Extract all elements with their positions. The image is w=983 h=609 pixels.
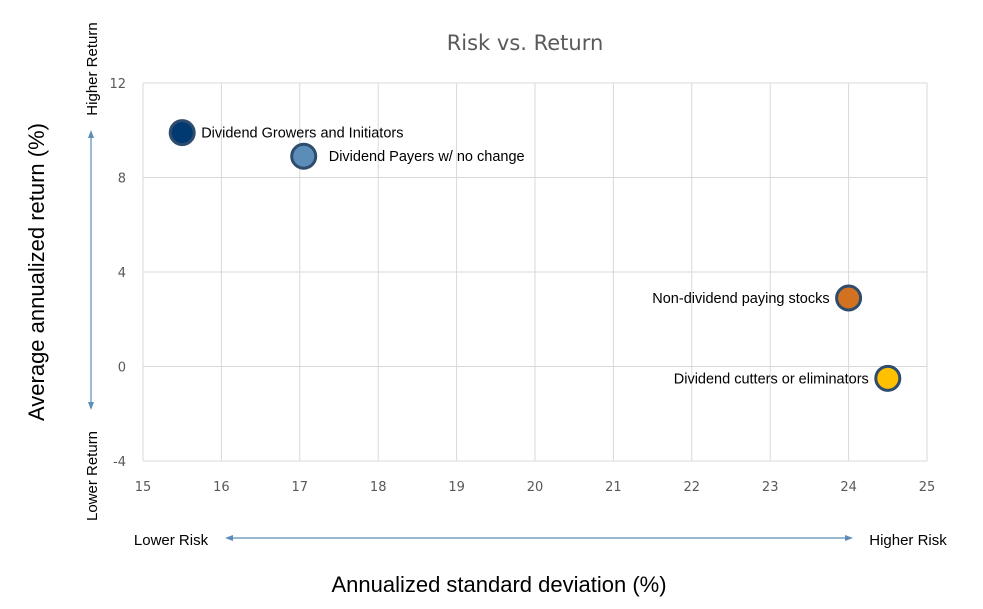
x-tick-label: 21 <box>605 480 622 495</box>
x-tick-label: 24 <box>840 480 857 495</box>
tick-labels: 15 16 17 18 19 20 21 22 23 24 25 -4 0 4 8 12 <box>109 77 935 495</box>
x-tick-label: 25 <box>919 480 936 495</box>
y-axis-title: Average annualized return (%) <box>24 123 49 421</box>
y-tick-label: 12 <box>109 77 126 92</box>
x-tick-label: 23 <box>762 480 779 495</box>
data-point <box>290 142 318 170</box>
y-tick-label: 4 <box>118 266 126 281</box>
y-tick-label: 8 <box>118 172 126 187</box>
x-tick-label: 20 <box>527 480 544 495</box>
y-tick-label: 0 <box>118 361 126 376</box>
higher-return-label: Higher Return <box>84 22 101 115</box>
chart-title: Risk vs. Return <box>447 31 604 55</box>
data-point <box>835 284 863 312</box>
data-point <box>874 364 902 392</box>
gridlines <box>142 82 928 462</box>
higher-risk-label: Higher Risk <box>869 532 947 549</box>
y-tick-label: -4 <box>113 455 126 470</box>
x-tick-label: 18 <box>370 480 387 495</box>
x-tick-label: 15 <box>135 480 152 495</box>
point-label: Dividend Payers w/ no change <box>329 149 525 165</box>
lower-return-label: Lower Return <box>84 431 101 521</box>
x-tick-label: 22 <box>684 480 701 495</box>
data-point <box>168 119 196 147</box>
point-label: Dividend Growers and Initiators <box>201 126 403 142</box>
point-label: Dividend cutters or eliminators <box>674 371 869 387</box>
lower-risk-label: Lower Risk <box>134 532 209 549</box>
x-tick-label: 17 <box>292 480 309 495</box>
data-points: Dividend Growers and Initiators Dividend … <box>168 119 902 392</box>
x-tick-label: 16 <box>213 480 230 495</box>
x-axis-title: Annualized standard deviation (%) <box>331 572 666 597</box>
x-tick-label: 19 <box>448 480 465 495</box>
point-label: Non-dividend paying stocks <box>652 291 829 307</box>
